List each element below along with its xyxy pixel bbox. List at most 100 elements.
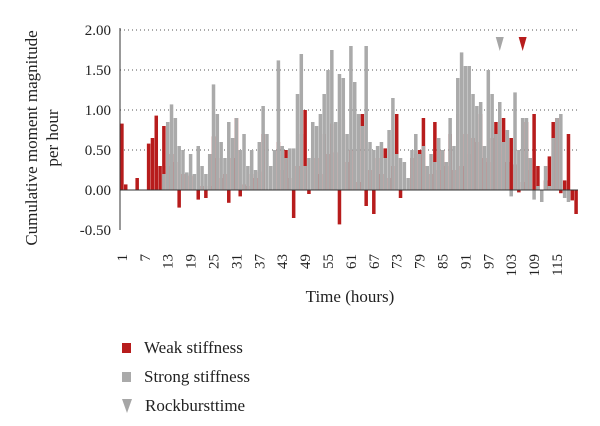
strong-bar [498, 102, 502, 190]
strong-bar [372, 150, 376, 190]
strong-bar [494, 134, 498, 190]
strong-bar [333, 122, 338, 190]
strong-bar [501, 142, 506, 190]
x-axis-label: Time (hours) [305, 287, 395, 306]
x-tick-label: 49 [298, 254, 314, 269]
strong-bar [177, 146, 181, 190]
strong-bar [360, 126, 365, 190]
strong-bar [299, 54, 304, 190]
y-axis-label-box: Cumulative moment magnitude per hour [22, 30, 62, 245]
legend-item-weak: Weak stiffness [122, 333, 250, 362]
strong-bar [352, 82, 357, 190]
strong-bar [555, 118, 559, 190]
strong-bar [291, 148, 296, 190]
weak-bar [570, 190, 575, 201]
weak-bar [559, 190, 563, 194]
weak-bar [196, 190, 200, 200]
strong-bar [192, 174, 197, 190]
strong-bar [463, 66, 468, 190]
weak-bar [307, 190, 311, 194]
strong-bar [456, 78, 460, 190]
strong-bar [280, 146, 284, 190]
x-tick-label: 79 [413, 254, 429, 269]
strong-bar [200, 166, 204, 190]
strong-bar [249, 150, 254, 190]
strong-bar [207, 154, 212, 190]
strong-bar [402, 162, 407, 190]
strong-bar [566, 190, 571, 202]
weak-bar [177, 190, 181, 208]
strong-swatch [122, 371, 131, 382]
y-tick-label: 0.00 [85, 183, 111, 199]
strong-bar [288, 148, 292, 190]
strong-bar [478, 102, 483, 190]
x-tick-label: 115 [550, 254, 566, 276]
strong-bar [440, 150, 445, 190]
strong-bar [219, 142, 223, 190]
strong-bar [211, 84, 216, 190]
strong-bar [528, 158, 533, 190]
strong-bar [284, 158, 288, 190]
x-tick-label: 103 [504, 254, 520, 277]
y-axis-label: Cumulative moment magnitude per hour [22, 30, 62, 246]
y-tick-label: 2.00 [85, 23, 111, 39]
strong-bar [303, 166, 307, 190]
strong-bar [257, 142, 262, 190]
strong-bar [364, 46, 368, 190]
weak-bar [532, 114, 536, 190]
strong-bar [505, 130, 510, 190]
strong-bar [509, 190, 513, 197]
strong-bar [246, 166, 250, 190]
strong-bar [322, 94, 326, 190]
strong-bar [398, 158, 403, 190]
weak-bar [547, 156, 552, 190]
strong-bar [406, 178, 410, 190]
strong-bar [475, 106, 479, 190]
strong-bar [169, 104, 174, 190]
strong-bar [482, 146, 487, 190]
x-tick-label: 43 [275, 254, 291, 269]
strong-bar [181, 150, 185, 190]
strong-bar [532, 190, 536, 200]
weak-bar [574, 190, 578, 214]
strong-bar [387, 130, 391, 190]
weak-bar [162, 126, 166, 190]
weak-swatch [122, 342, 131, 353]
x-tick-label: 97 [481, 254, 497, 270]
strong-bar [559, 114, 563, 190]
weak-bar [394, 114, 399, 190]
x-tick-label: 37 [252, 254, 268, 270]
strong-bar [391, 98, 395, 190]
legend-strong-label: Strong stiffness [144, 366, 250, 386]
strong-bar [429, 154, 433, 190]
strong-bar [513, 92, 517, 190]
legend: Weak stiffness Strong stiffness Rockburs… [122, 333, 250, 420]
y-tick-label: 0.50 [85, 143, 111, 159]
weak-bar [238, 190, 242, 197]
x-tick-label: 55 [321, 254, 337, 269]
strong-bar [436, 138, 441, 190]
y-tick-label: 1.50 [85, 63, 111, 79]
weak-bar [364, 190, 368, 206]
weak-bar [204, 190, 208, 198]
strong-bar [295, 94, 300, 190]
weak-bar [398, 190, 403, 198]
strong-bar [356, 114, 361, 190]
legend-item-strong: Strong stiffness [122, 362, 250, 391]
strong-bar [242, 134, 246, 190]
strong-bar [196, 146, 200, 190]
strong-bar [188, 154, 193, 190]
strong-bar [421, 146, 426, 190]
x-tick-label: 85 [436, 254, 452, 269]
strong-bar [341, 78, 346, 190]
strong-bar [394, 154, 399, 190]
strong-bar [276, 60, 281, 191]
strong-bar [520, 118, 525, 190]
x-tick-label: 1 [115, 254, 131, 262]
strong-bar [379, 142, 384, 190]
strong-bar [551, 138, 555, 190]
strong-bar [223, 158, 227, 190]
y-tick-label: 1.00 [85, 103, 111, 119]
weak-bar [372, 190, 376, 214]
x-tick-label: 109 [527, 254, 543, 277]
